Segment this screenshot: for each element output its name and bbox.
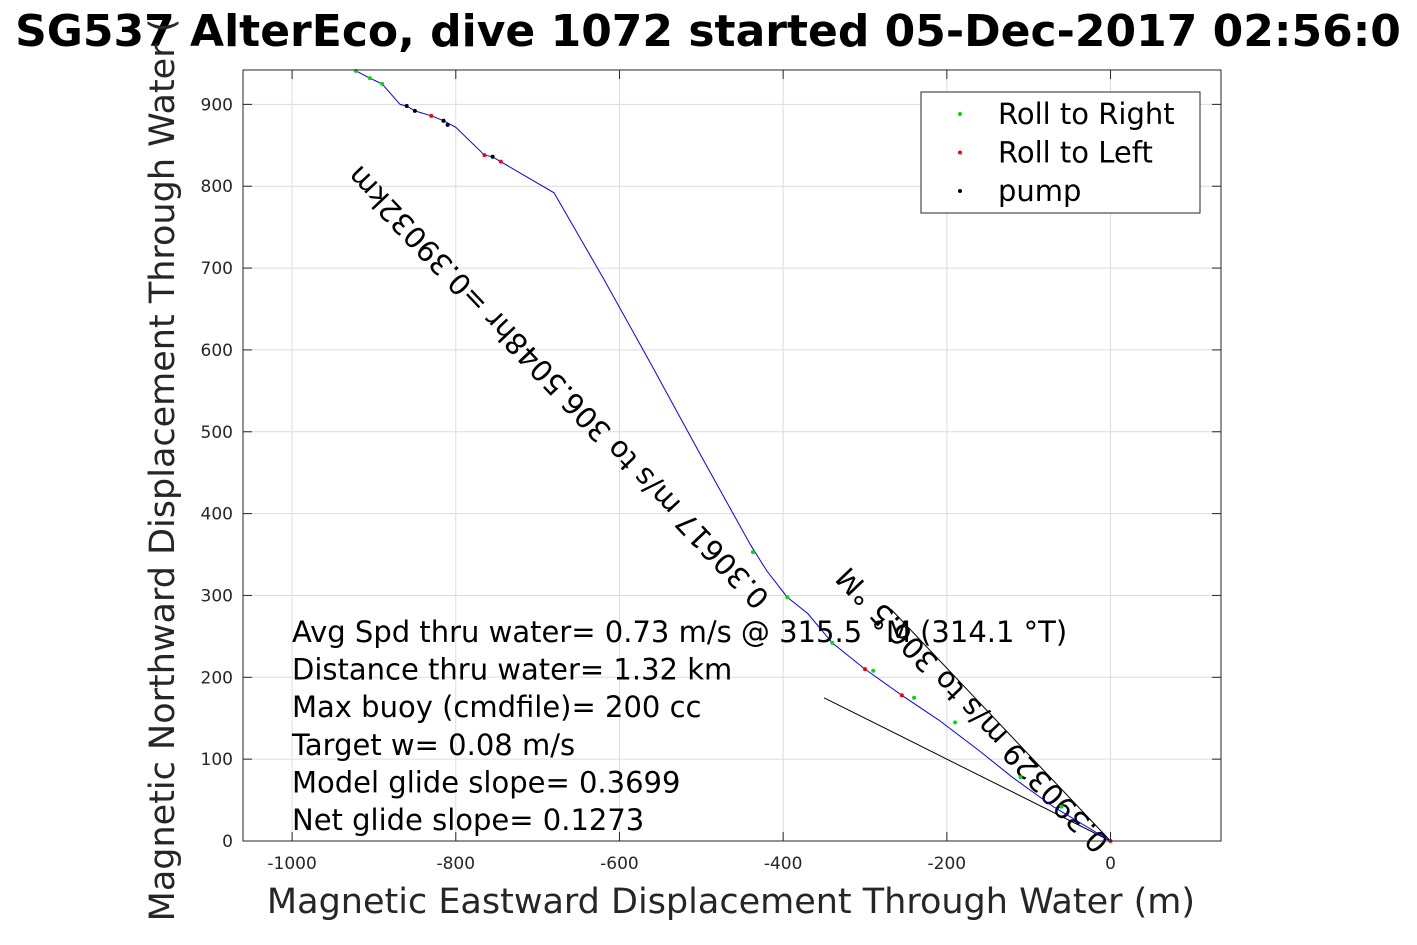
y-tick-label: 800 bbox=[201, 177, 233, 197]
roll-right-point bbox=[912, 695, 917, 700]
pump-point bbox=[490, 154, 495, 159]
axes-box bbox=[242, 69, 1222, 842]
legend-marker bbox=[958, 112, 962, 116]
x-tick-label: 0 bbox=[1105, 854, 1116, 874]
y-tick-label: 500 bbox=[201, 423, 233, 443]
dive-track bbox=[355, 70, 1111, 842]
legend-label: pump bbox=[998, 174, 1081, 208]
y-tick-label: 0 bbox=[222, 832, 233, 852]
legend-label: Roll to Left bbox=[998, 136, 1153, 170]
legend-label: Roll to Right bbox=[998, 97, 1175, 131]
roll-left-point bbox=[482, 153, 487, 158]
legend-marker bbox=[958, 150, 962, 155]
legend-marker bbox=[958, 189, 962, 193]
annotation-line: Net glide slope= 0.1273 bbox=[292, 803, 644, 837]
chart-title: SG537 AlterEco, dive 1072 started 05-Dec… bbox=[15, 6, 1401, 57]
y-tick-label: 600 bbox=[201, 341, 233, 361]
pump-point bbox=[412, 108, 417, 113]
annotation-line: Target w= 0.08 m/s bbox=[291, 728, 575, 762]
roll-right-point bbox=[871, 668, 876, 673]
y-tick-label: 200 bbox=[201, 668, 233, 688]
cone-line bbox=[890, 609, 1111, 842]
roll-right-point bbox=[830, 640, 835, 645]
y-axis-label: Magnetic Northward Displacement Through … bbox=[143, 19, 183, 922]
pump-point bbox=[441, 118, 446, 123]
roll-right-point bbox=[1018, 775, 1023, 780]
x-axis-label: Magnetic Eastward Displacement Through W… bbox=[267, 882, 1195, 922]
x-tick-label: -200 bbox=[928, 854, 967, 874]
y-tick-label: 400 bbox=[201, 505, 233, 525]
legend: Roll to Right Roll to Left pump bbox=[920, 91, 1201, 214]
roll-left-point bbox=[862, 667, 867, 672]
x-tick-label: -400 bbox=[764, 854, 803, 874]
roll-left-point bbox=[429, 113, 434, 118]
roll-right-point bbox=[367, 76, 372, 81]
cone-lines bbox=[823, 609, 1111, 842]
roll-right-point bbox=[353, 68, 358, 73]
rotated-label: 0.30617 m/s to 306.5048hr =0.39032km bbox=[340, 159, 776, 615]
x-tick-label: -800 bbox=[436, 854, 475, 874]
legend-box bbox=[920, 91, 1201, 214]
y-tick-label: 100 bbox=[201, 750, 233, 770]
point-markers bbox=[353, 68, 1113, 843]
roll-left-point bbox=[899, 693, 904, 698]
annotation-line: Distance thru water= 1.32 km bbox=[292, 653, 732, 687]
x-tick-label: -600 bbox=[600, 854, 639, 874]
roll-right-point bbox=[1059, 804, 1064, 809]
annotation-block: Avg Spd thru water= 0.73 m/s @ 315.5 °M … bbox=[291, 615, 1067, 837]
roll-right-point bbox=[953, 720, 958, 725]
pump-point bbox=[445, 122, 450, 127]
y-tick-label: 900 bbox=[201, 95, 233, 115]
axis-ticks: -1000 -800 -600 -400 -200 0 0 100 200 300 400 500 60… bbox=[201, 70, 1221, 874]
y-tick-label: 300 bbox=[201, 586, 233, 606]
annotation-line: Max buoy (cmdfile)= 200 cc bbox=[292, 690, 701, 724]
roll-right-point bbox=[380, 81, 385, 86]
roll-right-point bbox=[750, 550, 755, 555]
pump-point bbox=[404, 104, 409, 109]
x-tick-label: -1000 bbox=[267, 854, 316, 874]
track-line bbox=[355, 70, 1111, 842]
rotated-label: 0.390329 m/s to 306.5 °M bbox=[829, 561, 1115, 860]
y-tick-label: 700 bbox=[201, 259, 233, 279]
annotation-line: Avg Spd thru water= 0.73 m/s @ 315.5 °M … bbox=[292, 615, 1067, 649]
cone-line bbox=[823, 697, 1111, 842]
roll-right-point bbox=[785, 595, 790, 600]
annotation-line: Model glide slope= 0.3699 bbox=[292, 765, 680, 799]
roll-left-point bbox=[498, 159, 503, 164]
